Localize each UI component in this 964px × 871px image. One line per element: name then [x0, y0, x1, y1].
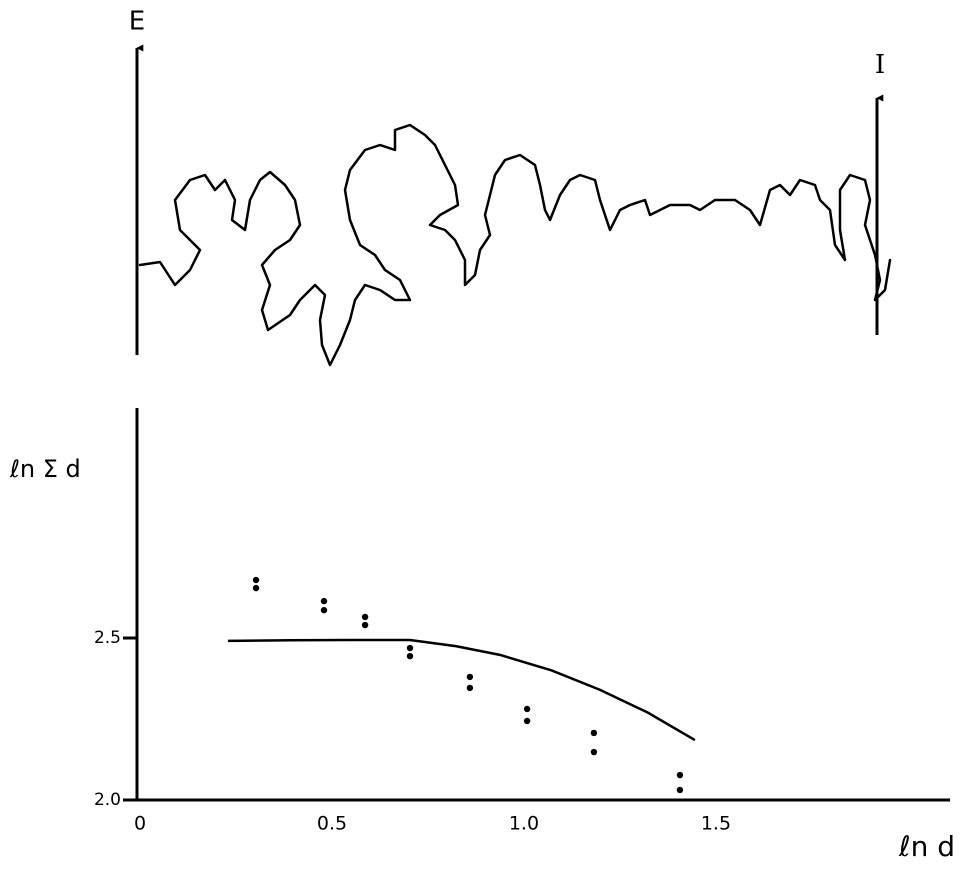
label-e: E [129, 7, 145, 37]
data-point [590, 729, 598, 737]
x-axis-label: ℓn d [898, 830, 955, 863]
data-point [406, 644, 414, 652]
data-point [320, 606, 328, 614]
x-tick-label: 0.5 [317, 813, 347, 835]
data-point [523, 705, 531, 713]
data-point [252, 584, 260, 592]
data-point [466, 684, 474, 692]
data-point [406, 652, 414, 660]
x-tick-label: 1.5 [701, 813, 731, 835]
suture-line [138, 123, 892, 367]
fit-curve [227, 638, 696, 742]
x-tick-label: 0 [134, 813, 146, 835]
y-tick-label: 2.0 [94, 790, 121, 810]
data-point [676, 771, 684, 779]
y-axis-label: ℓn Σ d [9, 455, 81, 483]
y-tick-label: 2.5 [94, 628, 121, 648]
data-point [361, 613, 369, 621]
data-point [590, 748, 598, 756]
data-point [361, 621, 369, 629]
label-i: I [875, 50, 885, 80]
data-point [252, 576, 260, 584]
data-point [320, 597, 328, 605]
data-point [466, 673, 474, 681]
x-tick-label: 1.0 [509, 813, 539, 835]
data-point [523, 717, 531, 725]
data-point [676, 786, 684, 794]
